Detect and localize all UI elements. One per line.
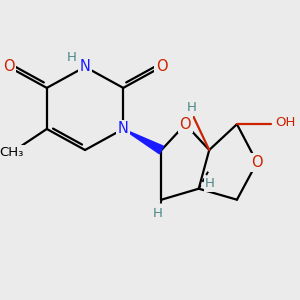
Text: N: N bbox=[80, 59, 91, 74]
Text: N: N bbox=[118, 122, 129, 136]
Text: H: H bbox=[67, 51, 76, 64]
Text: H: H bbox=[205, 177, 215, 190]
Text: O: O bbox=[179, 117, 191, 132]
Text: O: O bbox=[251, 155, 263, 170]
Text: O: O bbox=[3, 59, 14, 74]
Text: O: O bbox=[156, 59, 167, 74]
Text: H: H bbox=[187, 101, 197, 115]
Text: H: H bbox=[153, 207, 163, 220]
Polygon shape bbox=[123, 129, 164, 154]
Text: OH: OH bbox=[275, 116, 296, 129]
Text: CH₃: CH₃ bbox=[0, 146, 23, 159]
